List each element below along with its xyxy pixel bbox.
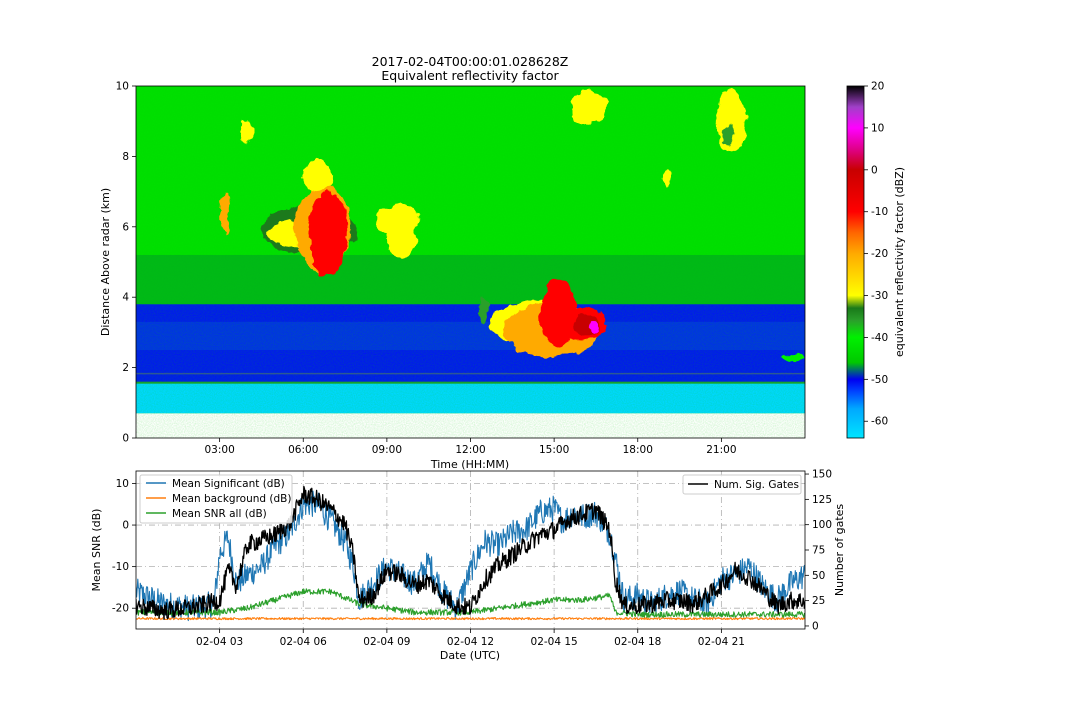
- cloud-blob: [721, 124, 736, 146]
- snr-x-tick-label: 02-04 03: [196, 636, 243, 648]
- snr-x-tick-label: 02-04 12: [447, 636, 494, 648]
- snr-ylabel: Mean SNR (dB): [90, 509, 103, 592]
- legend-label-num-sig-gates: Num. Sig. Gates: [714, 479, 799, 491]
- colorbar-tick-label: -30: [871, 290, 888, 302]
- heatmap-x-tick-label: 18:00: [623, 444, 653, 456]
- heatmap-x-tick-label: 15:00: [539, 444, 569, 456]
- snr-y-tick-label: -10: [112, 561, 129, 573]
- heatmap-y-tick-label: 8: [122, 151, 129, 163]
- legend-right: Num. Sig. Gates: [682, 474, 802, 495]
- heatmap-clouds: [221, 89, 805, 361]
- heatmap-x-tick-label: 12:00: [455, 444, 485, 456]
- colorbar-tick-label: 20: [871, 81, 884, 93]
- heatmap-y-tick-label: 4: [122, 292, 129, 304]
- series-mean-snr-all: [136, 588, 805, 618]
- legend-label-mean-significant: Mean Significant (dB): [172, 478, 285, 490]
- cloud-blob: [478, 297, 488, 326]
- gates-y-tick-label: 50: [812, 570, 825, 582]
- colorbar: [846, 85, 865, 439]
- snr-y-tick-label: 0: [122, 520, 129, 532]
- colorbar-tick-label: -10: [871, 206, 888, 218]
- series-mean-significant: [136, 490, 805, 622]
- chart-subtitle: Equivalent reflectivity factor: [381, 68, 559, 83]
- colorbar-tick-label: -60: [871, 416, 888, 428]
- heatmap-y-tick-label: 2: [122, 362, 129, 374]
- cloud-blob: [570, 89, 608, 125]
- cloud-blob: [221, 191, 230, 234]
- heatmap-x-tick-label: 06:00: [288, 444, 318, 456]
- legend-label-mean-background: Mean background (dB): [172, 493, 291, 505]
- gates-y-tick-label: 75: [812, 545, 825, 557]
- snr-x-tick-label: 02-04 15: [531, 636, 578, 648]
- series-mean-background: [136, 617, 805, 621]
- heatmap-y-tick-label: 6: [122, 221, 129, 233]
- heatmap-ylabel: Distance Above radar (km): [99, 188, 112, 336]
- heatmap-xlabel: Time (HH:MM): [430, 458, 509, 471]
- snr-x-tick-label: 02-04 09: [363, 636, 410, 648]
- heatmap-y-tick-label: 0: [122, 433, 129, 445]
- cloud-blob: [239, 121, 254, 143]
- colorbar-tick-label: 10: [871, 122, 884, 134]
- reflectivity-heatmap: [136, 86, 805, 438]
- colorbar-tick-label: 0: [871, 164, 878, 176]
- heatmap-speckle: [136, 86, 805, 438]
- snr-y-tick-label: -20: [112, 603, 129, 615]
- chart-title: 2017-02-04T00:00:01.028628Z: [372, 54, 569, 69]
- series-num-sig-gates: [136, 485, 805, 620]
- heatmap-x-tick-label: 21:00: [706, 444, 736, 456]
- gates-y-tick-label: 0: [812, 620, 819, 632]
- legend-left: Mean Significant (dB) Mean background (d…: [139, 474, 293, 524]
- cloud-blob: [662, 170, 672, 189]
- snr-y-tick-label: 10: [116, 478, 129, 490]
- snr-xlabel: Date (UTC): [440, 649, 500, 662]
- cloud-blob: [317, 216, 337, 266]
- heatmap-x-tick-label: 09:00: [372, 444, 402, 456]
- gates-y-tick-label: 100: [812, 519, 832, 531]
- heatmap-x-tick-label: 03:00: [204, 444, 234, 456]
- cloud-blob: [782, 353, 805, 361]
- cloud-blob: [386, 219, 415, 259]
- colorbar-label: equivalent reflectivity factor (dBZ): [893, 167, 906, 357]
- snr-x-tick-label: 02-04 18: [614, 636, 661, 648]
- colorbar-tick-label: -50: [871, 374, 888, 386]
- legend-label-mean-snr-all: Mean SNR all (dB): [172, 508, 267, 520]
- colorbar-tick-label: -20: [871, 248, 888, 260]
- cloud-blob: [303, 159, 332, 192]
- heatmap-y-tick-label: 10: [116, 81, 129, 93]
- gates-y-tick-label: 125: [812, 494, 832, 506]
- gates-y-tick-label: 25: [812, 595, 825, 607]
- cloud-blob: [588, 321, 598, 333]
- gates-y-tick-label: 150: [812, 469, 832, 481]
- colorbar-tick-label: -40: [871, 332, 888, 344]
- snr-x-tick-label: 02-04 21: [698, 636, 745, 648]
- snr-x-tick-label: 02-04 06: [280, 636, 328, 648]
- snr-ylabel-right: Number of gates: [833, 504, 846, 597]
